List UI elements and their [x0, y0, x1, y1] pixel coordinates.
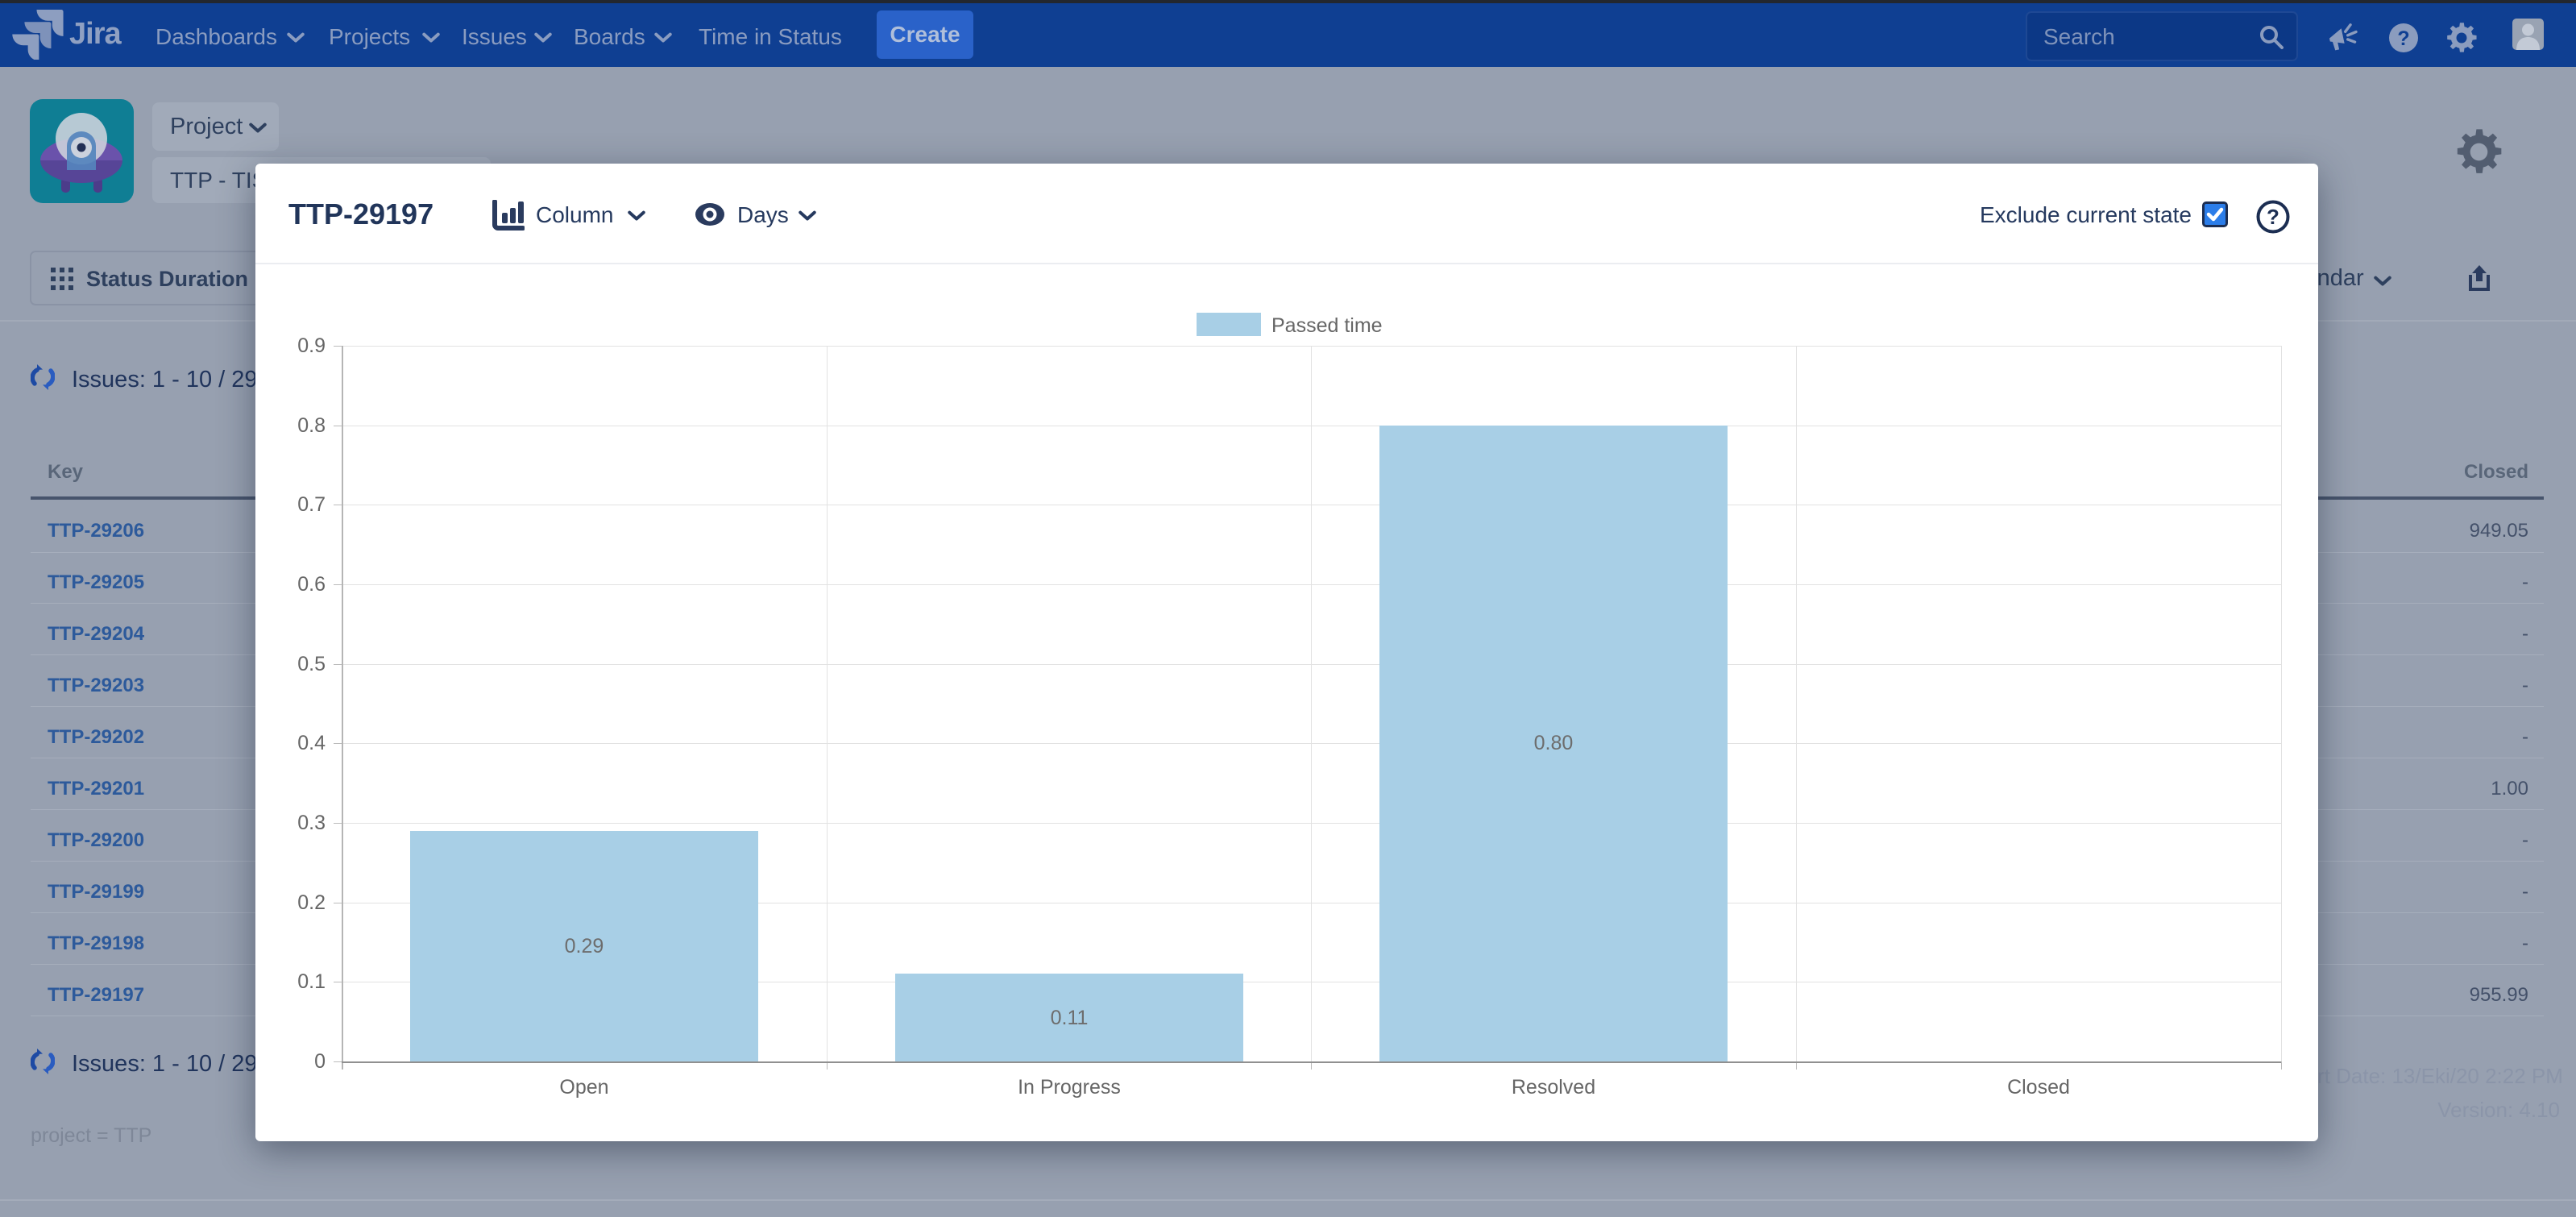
svg-text:?: ? — [2267, 205, 2279, 229]
svg-text:?: ? — [2397, 27, 2409, 50]
